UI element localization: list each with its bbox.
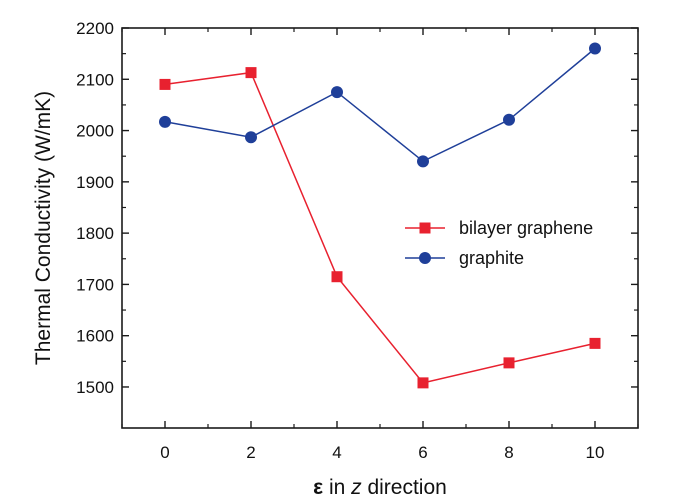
data-point-circle: [245, 131, 257, 144]
x-tick-label: 8: [504, 443, 513, 462]
x-axis-title: ε in z direction: [313, 476, 447, 499]
series-line-bilayer-graphene: [164, 71, 596, 384]
data-point-square: [503, 357, 515, 369]
data-point-circle: [503, 113, 515, 126]
x-tick-label: 4: [332, 443, 341, 462]
x-axis-title-variable: z: [350, 476, 362, 499]
data-point-square: [331, 271, 343, 283]
x-tick-label: 0: [160, 443, 169, 462]
data-point-square: [159, 78, 171, 90]
legend-item-graphite: graphite: [405, 248, 524, 268]
y-tick-label: 2100: [76, 70, 114, 89]
legend-item-bilayer-graphene: bilayer graphene: [405, 218, 593, 238]
series-bilayer-graphene: [159, 67, 601, 389]
axis-ticks: 1500 1600 1700 1800 1900 2000 2100 2200 0 2 4 6 8 10: [76, 19, 639, 462]
plot-frame: [121, 27, 639, 429]
legend: bilayer graphene graphite: [405, 218, 593, 268]
x-axis-title-suffix: direction: [362, 476, 447, 499]
series-graphite: [159, 42, 601, 168]
legend-label-bilayer-graphene: bilayer graphene: [459, 218, 593, 238]
y-tick-label: 1600: [76, 327, 114, 346]
data-point-circle: [331, 86, 343, 99]
y-tick-label: 1700: [76, 275, 114, 294]
data-point-circle: [159, 115, 171, 128]
series-layer: [159, 42, 601, 389]
legend-marker-circle: [419, 252, 431, 264]
y-axis-title: Thermal Conductivity (W/mK): [32, 91, 55, 365]
legend-label-graphite: graphite: [459, 248, 524, 268]
x-axis-title-symbol: ε: [313, 476, 323, 499]
y-tick-label: 1900: [76, 173, 114, 192]
y-tick-label: 2200: [76, 19, 114, 38]
data-point-circle: [417, 155, 429, 168]
y-tick-label: 1800: [76, 224, 114, 243]
legend-marker-square: [419, 222, 431, 234]
data-point-square: [417, 377, 429, 389]
x-tick-label: 2: [246, 443, 255, 462]
data-point-square: [245, 67, 257, 79]
series-line-graphite: [164, 47, 596, 163]
data-point-square: [589, 337, 601, 349]
x-axis-title-middle: in: [323, 476, 351, 499]
data-point-circle: [589, 42, 601, 55]
y-tick-label: 2000: [76, 122, 114, 141]
y-tick-label: 1500: [76, 378, 114, 397]
x-tick-label: 6: [418, 443, 427, 462]
x-tick-label: 10: [586, 443, 605, 462]
